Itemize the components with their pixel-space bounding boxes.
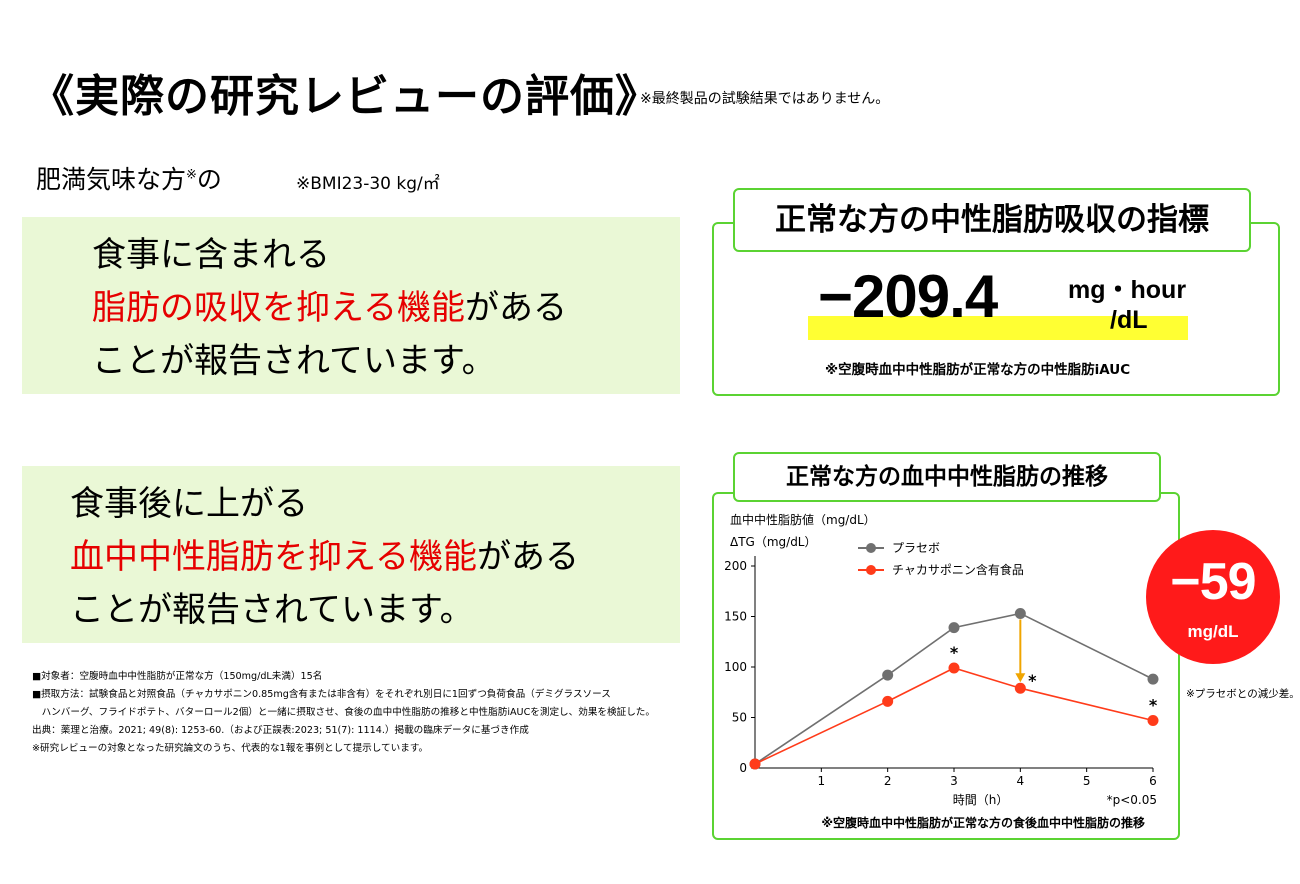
data-point [1014,682,1026,694]
chart-panel-title: 正常な方の血中中性脂肪の推移 [733,452,1161,502]
data-point [1147,673,1159,685]
line-chart: 血中中性脂肪値（mg/dL） ΔTG（mg/dL） 0 50 100 150 200 1 2 3 4… [724,512,1159,830]
data-point [749,758,761,770]
title-note: ※最終製品の試験結果ではありません。 [640,91,890,107]
claim-text: 食事後に上がる 血中中性脂肪を抑える機能がある ことが報告されています。 [70,478,579,637]
claim-line-1: 食事に含まれる [92,235,330,275]
claim-highlight: 血中中性脂肪を抑える機能 [70,537,477,577]
claim-line-3: ことが報告されています。 [92,341,496,381]
legend-label: プラセボ [892,541,940,555]
significance-star: * [1149,696,1158,715]
iauc-note: ※空腹時血中中性脂肪が正常な方の中性脂肪iAUC [825,362,1131,378]
legend-label: チャカサポニン含有食品 [892,562,1024,577]
footnote-line: ※研究レビューの対象となった研究論文のうち、代表的な1報を事例として提示していま… [32,743,429,754]
data-point [1147,715,1159,727]
legend-marker [866,565,876,575]
x-tick-label: 4 [1017,774,1025,788]
decrease-arrow-head [1015,673,1026,683]
iauc-unit-bottom: /dL [1110,306,1148,334]
claim-highlight: 脂肪の吸収を抑える機能 [92,288,465,328]
bmi-note: ※BMI23-30 kg/㎡ [296,174,440,194]
reduction-badge [1146,530,1280,664]
badge-unit: mg/dL [1187,622,1239,641]
footnote-line: 出典：薬理と治療。2021; 49(8): 1253-60.（および正誤表:20… [32,725,529,736]
significance-star: * [1028,671,1037,690]
data-point [882,669,894,681]
y-axis-label: 血中中性脂肪値（mg/dL） [730,512,876,527]
x-tick-label: 2 [884,774,892,788]
y-axis-unit-label: ΔTG（mg/dL） [730,535,817,549]
y-tick-label: 0 [739,761,747,775]
chart-panel [712,492,1180,840]
x-tick-label: 6 [1149,774,1157,788]
y-tick-label: 150 [724,610,747,624]
legend-marker [866,543,876,553]
x-tick-label: 5 [1083,774,1091,788]
claim-line-3: ことが報告されています。 [70,590,474,630]
iauc-value: −209.4 [818,263,998,330]
series-line [754,667,1154,765]
claim-line-2: 脂肪の吸収を抑える機能がある [92,282,567,335]
y-tick-label: 200 [724,559,747,573]
claim-line-2: 血中中性脂肪を抑える機能がある [70,531,579,584]
x-axis-label: 時間（h） [953,793,1009,807]
significance-star: * [950,643,959,662]
x-tick-label: 3 [950,774,958,788]
target-heading: 肥満気味な方※の [36,160,222,196]
pvalue-note: *p<0.05 [1107,793,1157,807]
target-prefix: 肥満気味な方 [36,165,187,194]
claim-box-blood-tg: 食事後に上がる 血中中性脂肪を抑える機能がある ことが報告されています。 [22,466,680,643]
claim-line-2-rest: がある [476,537,579,577]
badge-note: ※プラセボとの減少差。 [1186,688,1300,700]
footnote-line: ■摂取方法：試験食品と対照食品（チャカサポニン0.85mg含有または非含有）をそ… [32,689,611,700]
target-suffix: の [196,165,222,194]
page-title: 《実際の研究レビューの評価》 [30,71,660,122]
data-point [1014,607,1026,619]
badge-value: −59 [1170,553,1256,611]
data-point [948,662,960,674]
chart-caption: ※空腹時血中中性脂肪が正常な方の食後血中中性脂肪の推移 [821,815,1145,830]
footnote-line: ■対象者：空腹時血中中性脂肪が正常な方（150mg/dL未満）15名 [32,671,323,682]
data-point [948,622,960,634]
footnotes: ■対象者：空腹時血中中性脂肪が正常な方（150mg/dL未満）15名 ■摂取方法… [32,668,655,758]
footnote-line: ハンバーグ、フライドポテト、バターロール2個）と一緒に摂取させ、食後の血中中性脂… [32,707,655,718]
series-line [754,612,1154,765]
claim-line-2-rest: がある [464,288,567,328]
iauc-unit-top: mg・hour [1068,276,1187,304]
x-tick-label: 1 [818,774,826,788]
claim-line-1: 食事後に上がる [70,484,308,524]
iauc-panel-title: 正常な方の中性脂肪吸収の指標 [733,188,1251,252]
value-highlight [808,316,1188,340]
y-tick-label: 50 [732,711,747,725]
claim-text: 食事に含まれる 脂肪の吸収を抑える機能がある ことが報告されています。 [92,229,567,388]
y-tick-label: 100 [724,660,747,674]
target-mark: ※ [186,167,197,183]
claim-box-absorption: 食事に含まれる 脂肪の吸収を抑える機能がある ことが報告されています。 [22,217,680,394]
data-point [882,695,894,707]
